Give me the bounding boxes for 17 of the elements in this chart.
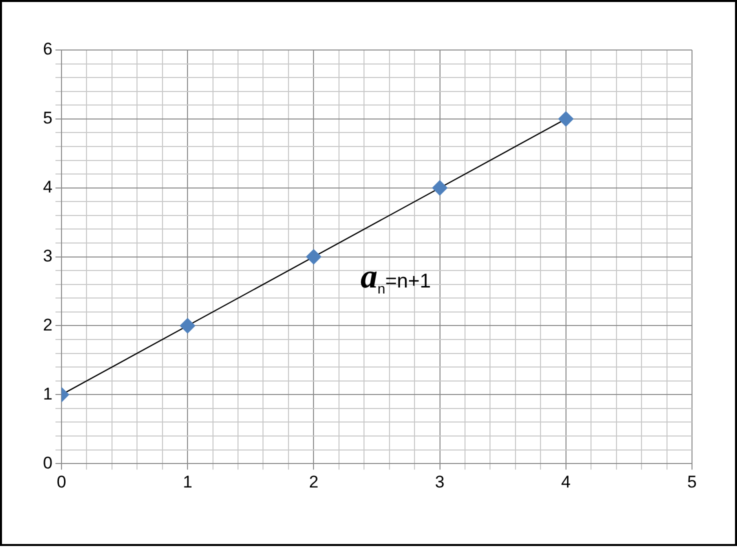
y-tick-label: 5 bbox=[42, 108, 52, 128]
y-tick-label: 6 bbox=[42, 40, 52, 59]
y-tick-label: 0 bbox=[42, 453, 52, 472]
x-tick-label: 4 bbox=[561, 472, 571, 492]
x-tick-label: 1 bbox=[182, 472, 192, 492]
point bbox=[306, 249, 322, 264]
y-tick-label: 1 bbox=[42, 384, 52, 404]
point bbox=[558, 111, 574, 127]
y-tick-label: 3 bbox=[42, 246, 52, 266]
y-tick-label: 2 bbox=[42, 315, 52, 334]
x-tick-label: 3 bbox=[435, 472, 445, 492]
point bbox=[180, 318, 196, 334]
x-tick-label: 2 bbox=[308, 472, 318, 492]
x-tick-label: 5 bbox=[687, 472, 697, 492]
x-tick-label: 0 bbox=[56, 472, 66, 492]
point bbox=[432, 180, 448, 196]
y-tick-label: 4 bbox=[42, 178, 52, 197]
